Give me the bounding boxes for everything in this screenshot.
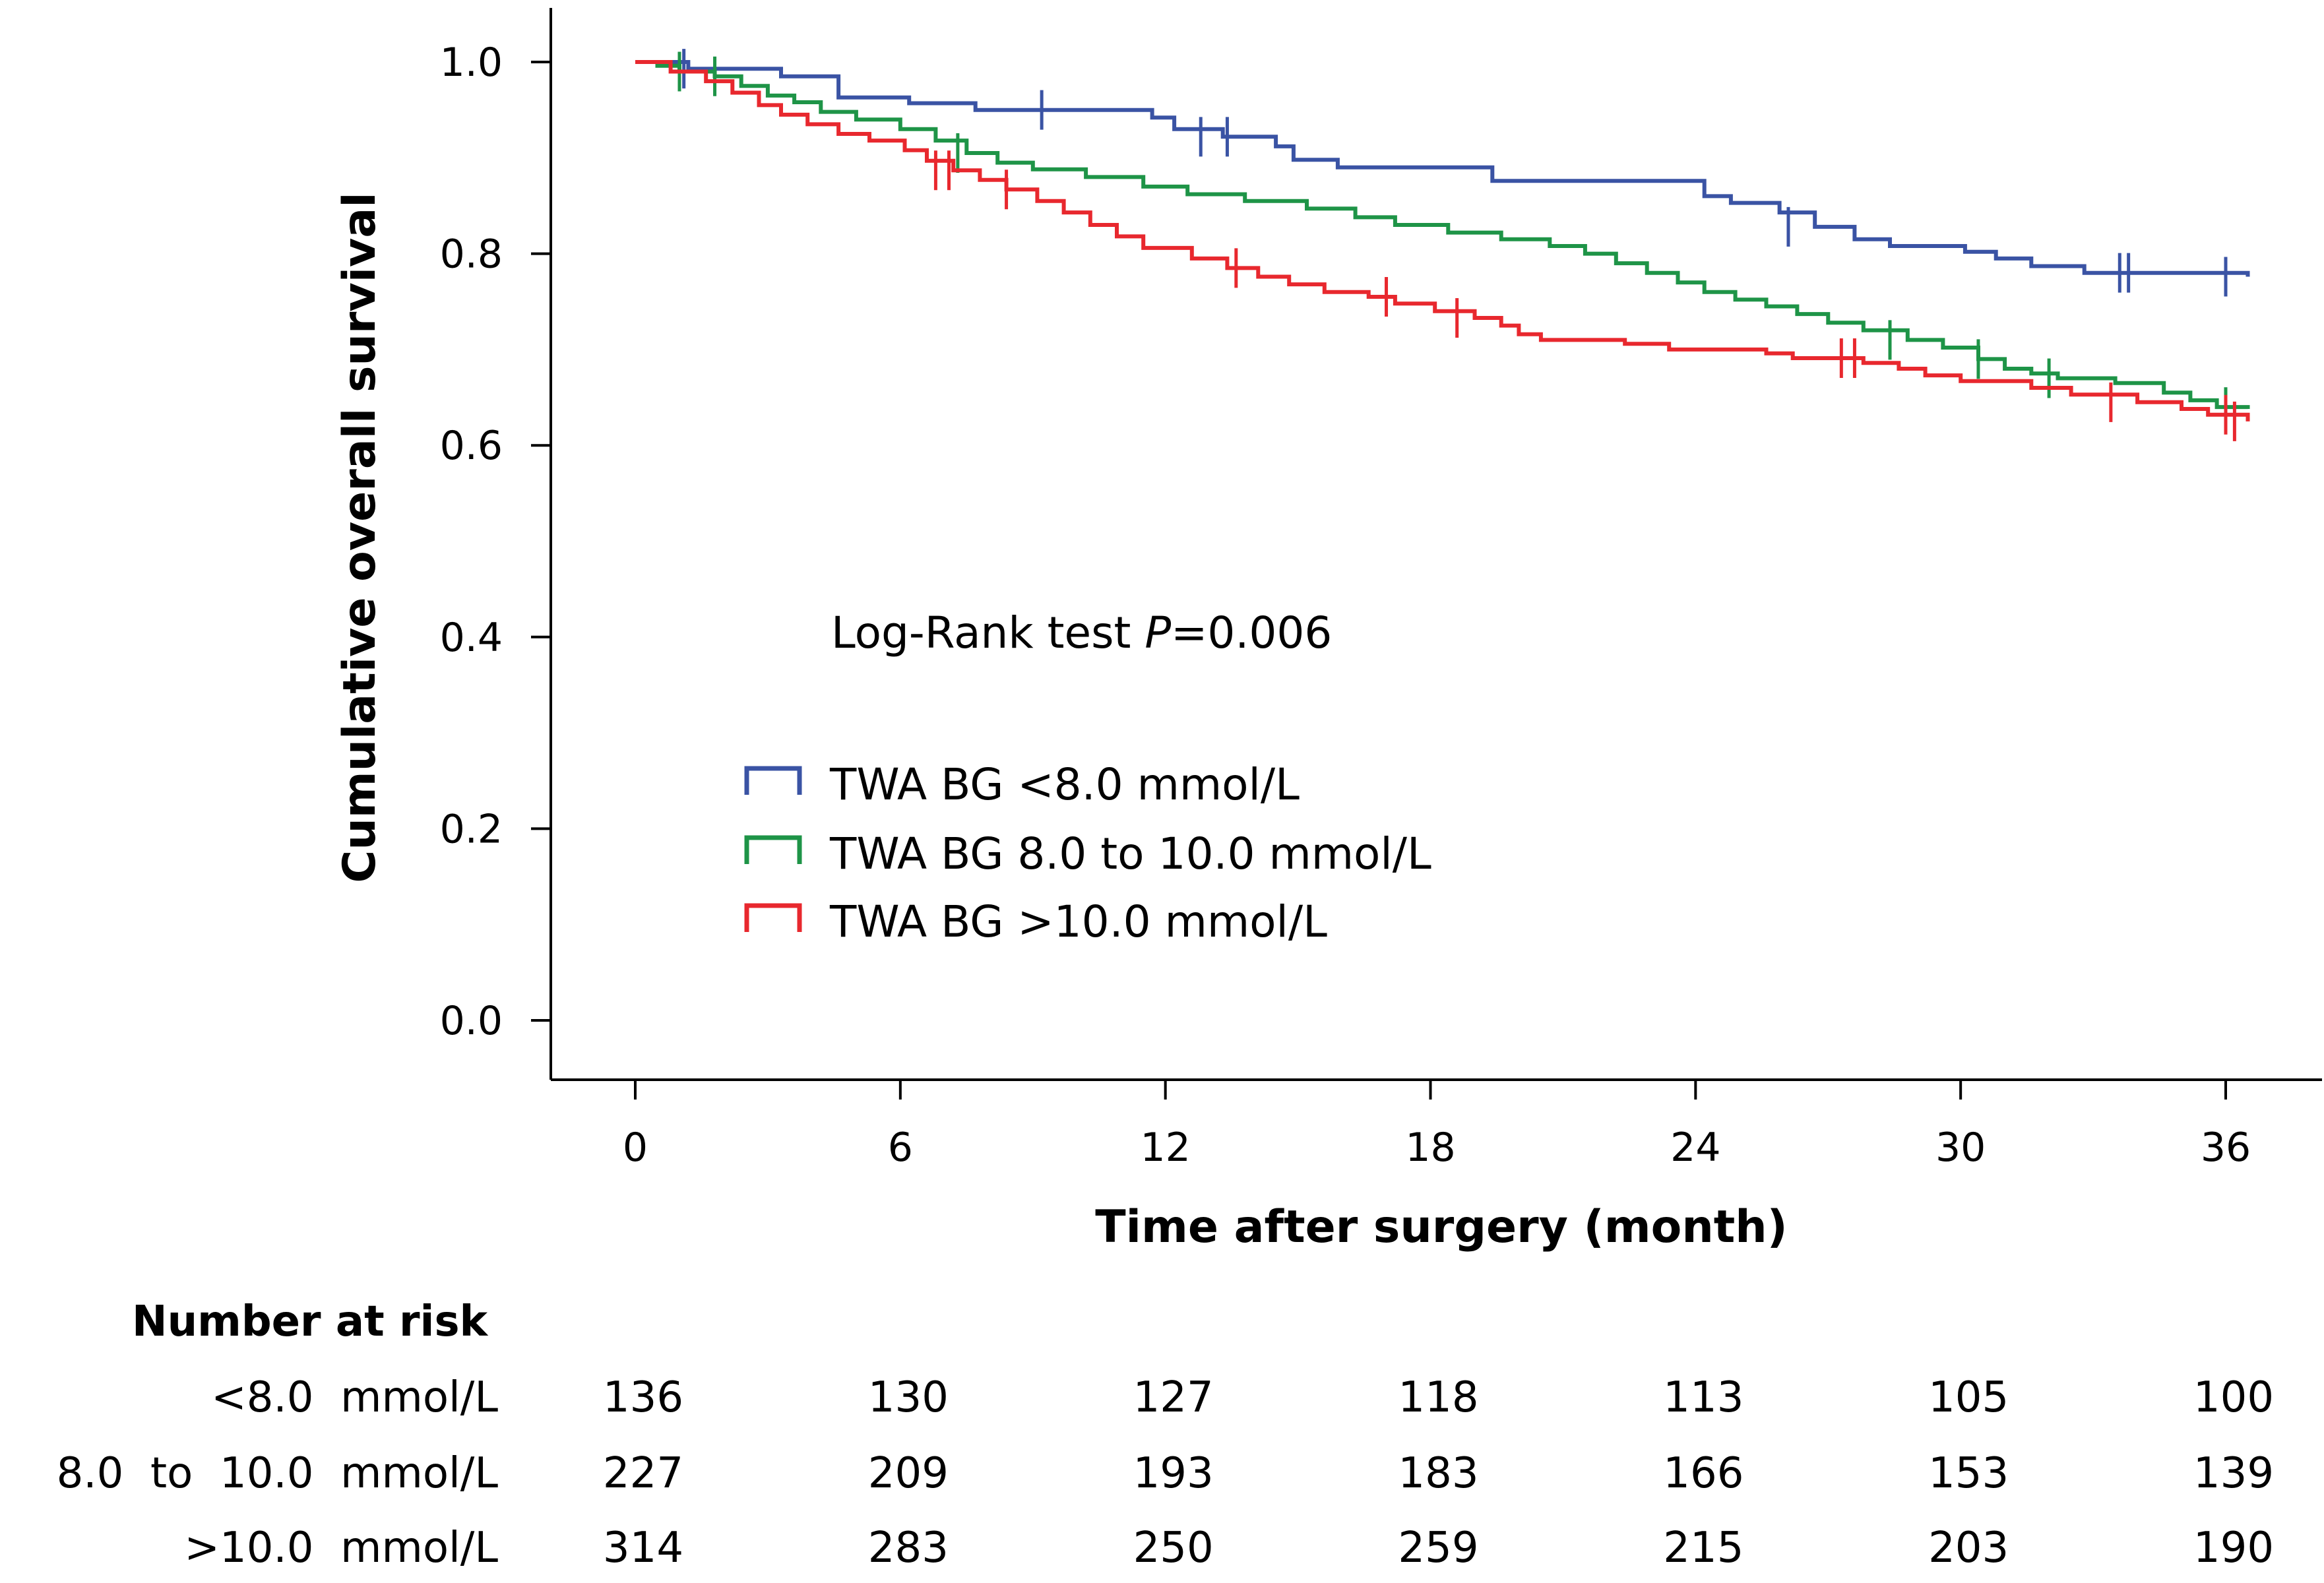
y-tick-label: 1.0 [440, 40, 503, 86]
risk-cell: 118 [1398, 1373, 1478, 1422]
legend-swatch-high [744, 903, 802, 932]
risk-row-label: <8.0 mmol/L [211, 1373, 498, 1422]
legend-label-low: TWA BG <8.0 mmol/L [829, 759, 1300, 810]
x-tick-label: 30 [1935, 1125, 1986, 1171]
legend-swatch-low [744, 766, 802, 795]
y-ticks: 0.0 0.2 0.4 0.6 0.8 1.0 [440, 40, 551, 1044]
x-axis-title: Time after surgery (month) [1095, 1201, 1787, 1253]
y-tick-label: 0.2 [440, 806, 503, 852]
legend-label-mid: TWA BG 8.0 to 10.0 mmol/L [829, 828, 1431, 879]
risk-cell: 314 [603, 1524, 683, 1572]
x-tick-label: 6 [888, 1125, 913, 1171]
x-tick-label: 36 [2201, 1125, 2251, 1171]
risk-row-label: >10.0 mmol/L [184, 1524, 498, 1572]
risk-table: Number at risk <8.0 mmol/L 136 130 127 118 11… [57, 1297, 2275, 1572]
curve-twa-bg-high [635, 60, 2250, 421]
legend-label-high: TWA BG >10.0 mmol/L [829, 896, 1327, 947]
legend-swatch-mid [744, 835, 802, 864]
risk-cell: 190 [2193, 1524, 2274, 1572]
x-tick-label: 0 [623, 1125, 648, 1171]
risk-cell: 127 [1133, 1373, 1214, 1422]
survival-curves [635, 49, 2250, 441]
risk-cell: 105 [1928, 1373, 2009, 1422]
risk-row-label: 8.0 to 10.0 mmol/L [57, 1449, 499, 1498]
log-rank-value: =0.006 [1171, 607, 1332, 658]
risk-cell: 100 [2193, 1373, 2274, 1422]
risk-cell: 203 [1928, 1524, 2009, 1572]
y-axis-title: Cumulative overall survival [334, 192, 386, 883]
x-tick-label: 12 [1140, 1125, 1190, 1171]
risk-cell: 283 [868, 1524, 949, 1572]
risk-cell: 209 [868, 1449, 949, 1498]
risk-cell: 113 [1663, 1373, 1743, 1422]
log-rank-p-symbol: P [1145, 607, 1171, 658]
risk-cell: 153 [1928, 1449, 2009, 1498]
risk-cell: 136 [603, 1373, 683, 1422]
y-tick-label: 0.6 [440, 423, 503, 469]
risk-cell: 183 [1398, 1449, 1478, 1498]
risk-cell: 215 [1663, 1524, 1743, 1572]
axes [550, 8, 2322, 1081]
legend: TWA BG <8.0 mmol/L TWA BG 8.0 to 10.0 mm… [744, 759, 1431, 947]
risk-cell: 166 [1663, 1449, 1743, 1498]
curve-twa-bg-mid [635, 60, 2250, 410]
x-tick-label: 18 [1405, 1125, 1455, 1171]
y-tick-label: 0.0 [440, 998, 503, 1044]
log-rank-prefix: Log-Rank test [831, 607, 1145, 658]
y-tick-label: 0.8 [440, 232, 503, 278]
risk-cell: 193 [1133, 1449, 1214, 1498]
risk-cell: 130 [868, 1373, 949, 1422]
x-ticks: 0 6 12 18 24 30 36 [623, 1080, 2251, 1171]
log-rank-annotation: Log-Rank test P=0.006 [831, 607, 1332, 658]
y-tick-label: 0.4 [440, 615, 503, 661]
x-tick-label: 24 [1670, 1125, 1720, 1171]
curve-twa-bg-low [635, 60, 2250, 277]
risk-cell: 227 [603, 1449, 683, 1498]
risk-table-title: Number at risk [132, 1297, 489, 1346]
risk-cell: 250 [1133, 1524, 1214, 1572]
risk-cell: 139 [2193, 1449, 2274, 1498]
risk-cell: 259 [1398, 1524, 1478, 1572]
